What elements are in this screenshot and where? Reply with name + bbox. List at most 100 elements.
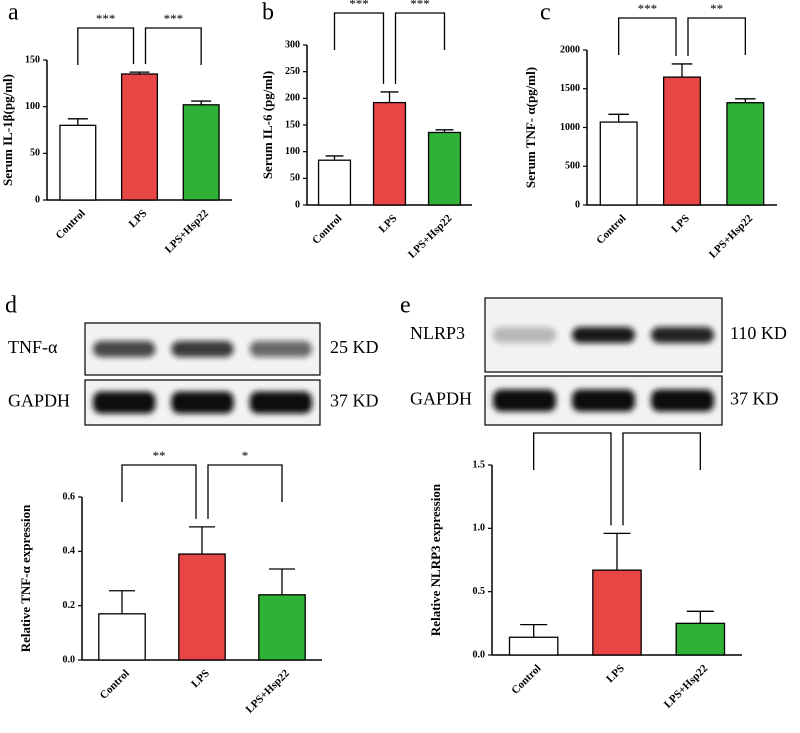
blot-band — [171, 341, 234, 357]
x-tick-label: Control — [53, 207, 87, 241]
x-tick-label: Control — [509, 662, 543, 696]
blot-protein: GAPDH — [8, 391, 70, 411]
y-tick-label: 200 — [285, 93, 300, 104]
bar — [120, 73, 159, 201]
panel-letter: c — [540, 0, 551, 26]
y-tick-label: 0.6 — [63, 491, 76, 502]
x-tick-label: LPS — [127, 207, 150, 230]
y-tick-label: 50 — [290, 173, 300, 184]
y-tick-label: 250 — [285, 66, 300, 77]
blot-size: 110 KD — [730, 323, 787, 343]
y-axis-label: Relative TNF-α expression — [18, 504, 33, 652]
x-tick-label: LPS — [669, 212, 692, 235]
y-tick-label: 0.0 — [473, 649, 486, 660]
significance-label: *** — [164, 11, 184, 26]
significance-label: ** — [710, 1, 723, 16]
bar — [662, 76, 702, 206]
significance-bracket — [207, 464, 283, 519]
blot-band — [572, 389, 635, 412]
y-tick-label: 150 — [25, 54, 40, 65]
y-tick-label: 1.0 — [473, 523, 486, 534]
blot-band — [493, 327, 556, 343]
y-tick-label: 1000 — [560, 122, 580, 133]
significance-label: ** — [153, 448, 166, 463]
significance-bracket — [333, 12, 385, 84]
x-tick-label: Control — [310, 212, 344, 246]
y-tick-label: 0 — [575, 199, 580, 210]
blot-band — [171, 391, 234, 414]
blot-protein: TNF-α — [8, 337, 58, 357]
x-tick-label: LPS+Hsp22 — [244, 667, 293, 716]
y-tick-label: 100 — [285, 146, 300, 157]
bar — [372, 101, 407, 206]
bar — [599, 121, 638, 206]
bar — [317, 159, 352, 206]
panel-letter: b — [262, 0, 274, 26]
y-tick-label: 0.2 — [63, 600, 76, 611]
significance-bracket — [533, 432, 612, 526]
blot-band — [572, 327, 635, 343]
y-tick-label: 0 — [35, 194, 40, 205]
blot-band — [651, 327, 714, 343]
x-tick-label: LPS — [189, 667, 212, 690]
x-tick-label: LPS+Hsp22 — [406, 212, 455, 261]
y-tick-label: 0 — [295, 199, 300, 210]
blot-band — [249, 391, 312, 414]
bar — [98, 613, 146, 661]
significance-bracket — [687, 17, 746, 56]
blot-band — [651, 389, 714, 412]
y-tick-label: 0.0 — [63, 654, 76, 665]
y-tick-label: 300 — [285, 39, 300, 50]
x-tick-label: Control — [594, 212, 628, 246]
bar — [178, 553, 226, 661]
x-tick-label: LPS — [604, 662, 627, 685]
blot-band — [249, 341, 312, 357]
bar — [726, 102, 765, 206]
y-tick-label: 100 — [25, 101, 40, 112]
significance-label: *** — [349, 0, 369, 11]
blot-size: 37 KD — [330, 391, 379, 411]
y-tick-label: 0.5 — [473, 586, 486, 597]
y-axis-label: Serum TNF- α(pg/ml) — [523, 67, 538, 188]
blot-size: 37 KD — [730, 389, 779, 409]
bar — [592, 569, 642, 656]
significance-bracket — [622, 432, 701, 526]
x-tick-label: LPS+Hsp22 — [707, 212, 756, 261]
blot-band — [93, 391, 156, 414]
significance-bracket — [77, 27, 135, 65]
blot-size: 25 KD — [330, 337, 379, 357]
x-tick-label: LPS+Hsp22 — [163, 207, 212, 256]
significance-bracket — [121, 464, 197, 519]
y-axis-label: Relative NLRP3 expression — [428, 483, 443, 636]
y-tick-label: 50 — [30, 148, 40, 159]
significance-bracket — [618, 17, 677, 56]
bar — [182, 104, 220, 201]
bar — [258, 594, 306, 661]
bar — [508, 636, 559, 656]
y-axis-label: Serum IL-1β(pg/ml) — [0, 74, 15, 186]
blot-protein: GAPDH — [410, 389, 472, 409]
y-tick-label: 500 — [565, 161, 580, 172]
x-tick-label: Control — [98, 667, 132, 701]
significance-label: *** — [96, 11, 116, 26]
significance-label: * — [242, 448, 249, 463]
significance-label: *** — [410, 0, 430, 11]
y-tick-label: 150 — [285, 119, 300, 130]
x-tick-label: LPS — [377, 212, 400, 235]
y-tick-label: 2000 — [560, 44, 580, 55]
significance-bracket — [144, 27, 202, 65]
significance-label: *** — [638, 1, 658, 16]
panel-letter: a — [8, 0, 19, 26]
bar — [427, 131, 462, 206]
blot-band — [493, 389, 556, 412]
y-tick-label: 0.4 — [63, 546, 76, 557]
bar — [59, 124, 97, 201]
blot-band — [93, 341, 156, 357]
y-tick-label: 1.5 — [473, 459, 486, 470]
blot-protein: NLRP3 — [410, 323, 465, 343]
y-tick-label: 1500 — [560, 83, 580, 94]
bar — [675, 622, 726, 656]
significance-bracket — [394, 12, 446, 84]
y-axis-label: Serum IL-6 (pg/ml) — [260, 71, 275, 179]
